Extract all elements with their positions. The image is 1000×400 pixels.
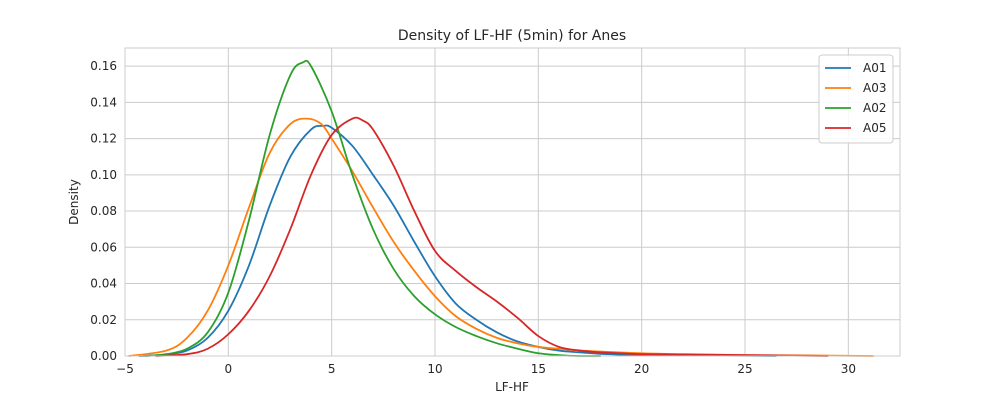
legend-label: A05	[863, 121, 886, 135]
x-tick-label: 0	[225, 362, 233, 376]
legend: A01 A03 A02 A05	[818, 54, 894, 144]
y-tick-label: 0.04	[90, 277, 117, 291]
chart-title: Density of LF-HF (5min) for Anes	[398, 28, 626, 44]
x-tick-label: 15	[531, 362, 546, 376]
x-tick-label: 20	[634, 362, 649, 376]
legend-label: A02	[863, 101, 886, 115]
y-tick-label: 0.14	[90, 95, 117, 109]
y-tick-label: 0.06	[90, 240, 117, 254]
plot-frame	[124, 47, 901, 357]
y-tick-label: 0.12	[90, 132, 117, 146]
series-line-a02	[144, 59, 602, 357]
x-tick-label: 10	[427, 362, 442, 376]
x-tick-label: 30	[841, 362, 856, 376]
legend-box	[818, 54, 894, 144]
x-tick-label: 5	[328, 362, 336, 376]
x-tick-label: −5	[116, 362, 134, 376]
x-axis-label: LF-HF	[495, 380, 529, 394]
y-tick-labels: 0.00 0.02 0.04 0.06 0.08 0.10 0.12 0.14 0.16	[90, 59, 117, 363]
legend-label: A03	[863, 81, 886, 95]
y-tick-label: 0.10	[90, 168, 117, 182]
series-line-a01	[138, 124, 777, 357]
x-tick-labels: −5 0 5 10 15 20 25 30	[116, 362, 856, 376]
x-tick-label: 25	[737, 362, 752, 376]
plot-background	[125, 48, 900, 356]
y-tick-label: 0.16	[90, 59, 117, 73]
grid-lines	[124, 48, 900, 357]
legend-label: A01	[863, 61, 886, 75]
series-layer	[128, 59, 875, 357]
y-tick-label: 0.02	[90, 313, 117, 327]
y-tick-label: 0.00	[90, 349, 117, 363]
series-line-a05	[155, 116, 829, 357]
y-axis-label: Density	[67, 179, 81, 225]
y-tick-label: 0.08	[90, 204, 117, 218]
